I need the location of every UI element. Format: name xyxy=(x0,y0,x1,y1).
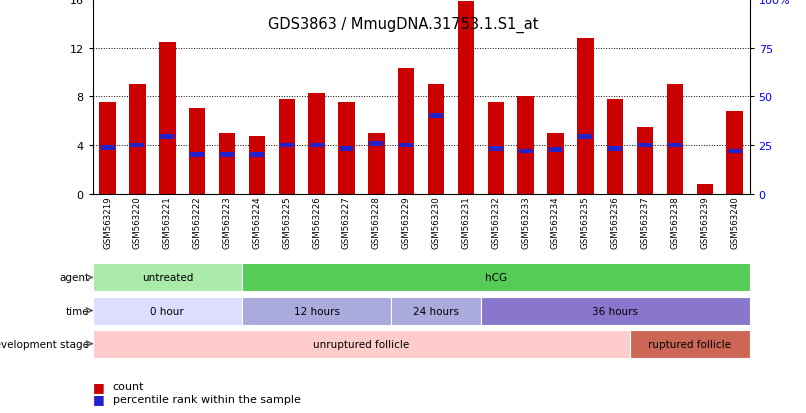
Bar xyxy=(579,135,592,140)
Bar xyxy=(160,135,174,140)
Bar xyxy=(481,297,750,325)
Bar xyxy=(279,100,295,194)
Text: agent: agent xyxy=(60,273,89,283)
Bar xyxy=(726,112,743,194)
Text: ruptured follicle: ruptured follicle xyxy=(648,339,731,349)
Bar xyxy=(369,142,384,147)
Bar xyxy=(518,149,533,154)
Bar xyxy=(368,133,384,194)
Bar xyxy=(249,137,265,194)
Bar xyxy=(488,103,504,194)
Bar xyxy=(577,39,593,194)
Bar xyxy=(488,147,503,152)
Bar xyxy=(129,85,146,194)
Bar xyxy=(428,85,444,194)
Bar xyxy=(131,143,144,148)
Bar xyxy=(728,149,742,154)
Bar xyxy=(339,103,355,194)
Bar xyxy=(339,147,354,152)
Bar xyxy=(93,264,242,292)
Bar xyxy=(93,297,242,325)
Bar xyxy=(549,148,563,153)
Text: count: count xyxy=(113,381,144,391)
Text: hCG: hCG xyxy=(484,273,507,283)
Bar xyxy=(159,43,176,194)
Bar xyxy=(517,97,534,194)
Bar xyxy=(429,114,443,119)
Text: 24 hours: 24 hours xyxy=(413,306,459,316)
Text: GDS3863 / MmugDNA.31753.1.S1_at: GDS3863 / MmugDNA.31753.1.S1_at xyxy=(268,17,538,33)
Text: ■: ■ xyxy=(93,392,105,405)
Bar xyxy=(609,147,622,152)
Text: time: time xyxy=(66,306,89,316)
Bar xyxy=(250,153,264,158)
Bar xyxy=(242,297,391,325)
Bar xyxy=(310,143,324,148)
Bar xyxy=(391,297,481,325)
Text: development stage: development stage xyxy=(0,339,89,349)
Text: percentile rank within the sample: percentile rank within the sample xyxy=(113,394,301,404)
Bar xyxy=(696,184,713,194)
Bar xyxy=(190,153,204,158)
Bar xyxy=(242,264,750,292)
Bar xyxy=(607,100,623,194)
Text: untreated: untreated xyxy=(142,273,193,283)
Bar xyxy=(637,127,654,194)
Bar xyxy=(398,69,414,194)
Bar xyxy=(189,109,206,194)
Bar xyxy=(219,133,235,194)
Bar xyxy=(399,143,413,148)
Text: 12 hours: 12 hours xyxy=(293,306,339,316)
Bar xyxy=(630,330,750,358)
Text: 0 hour: 0 hour xyxy=(151,306,185,316)
Bar xyxy=(99,103,116,194)
Bar xyxy=(309,93,325,194)
Text: 36 hours: 36 hours xyxy=(592,306,638,316)
Bar xyxy=(547,133,563,194)
Bar xyxy=(638,143,652,148)
Bar xyxy=(667,85,683,194)
Bar xyxy=(458,2,474,194)
Text: ■: ■ xyxy=(93,380,105,393)
Bar xyxy=(280,143,293,148)
Text: unruptured follicle: unruptured follicle xyxy=(314,339,409,349)
Bar xyxy=(668,143,682,148)
Bar xyxy=(101,145,114,150)
Bar xyxy=(220,153,234,158)
Bar xyxy=(93,330,630,358)
